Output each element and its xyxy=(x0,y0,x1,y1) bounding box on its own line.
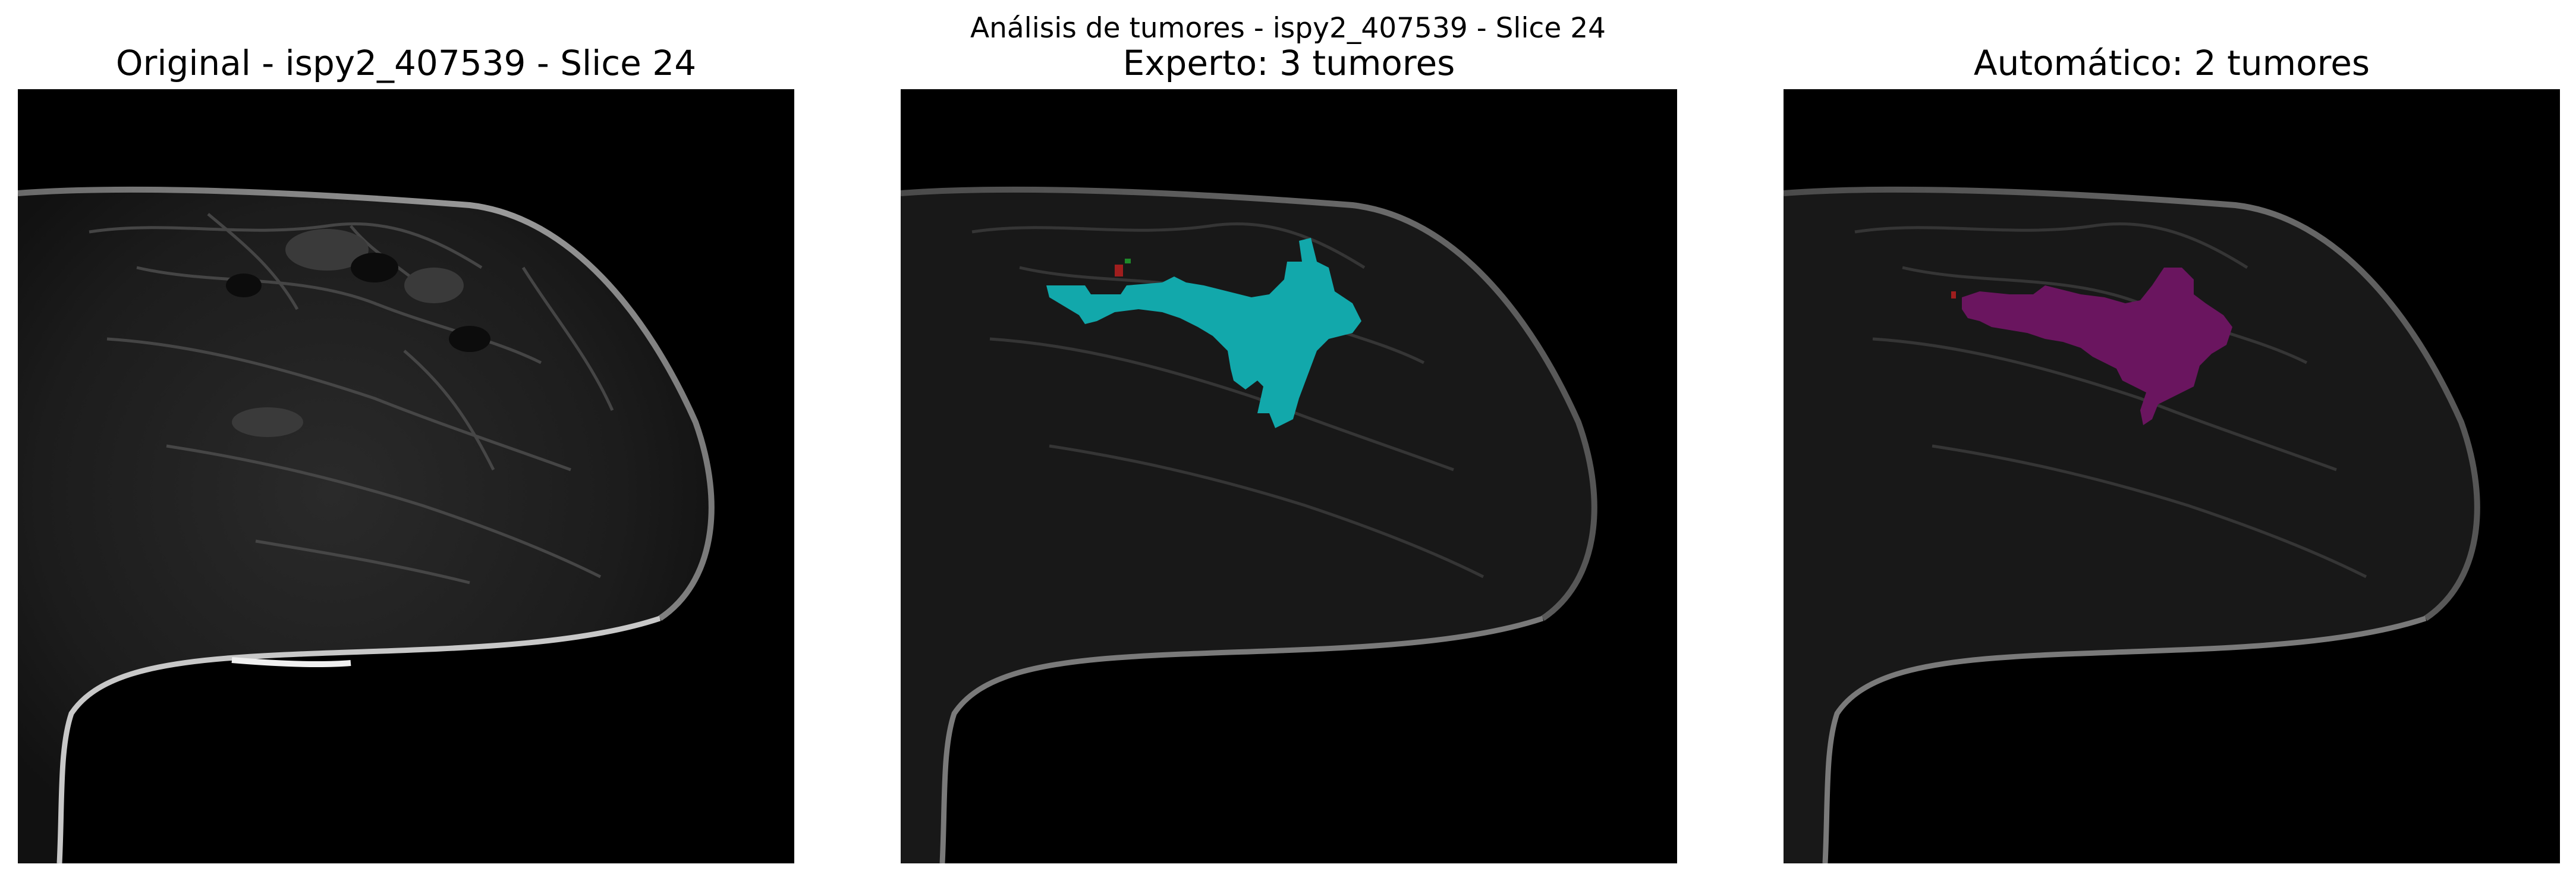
mri-slice-image xyxy=(901,186,1597,863)
mri-slice-image xyxy=(18,186,715,863)
panel-title-automatic: Automático: 2 tumores xyxy=(1973,43,2370,83)
mri-panel-expert xyxy=(901,89,1677,863)
mri-panel-original xyxy=(18,89,794,863)
mri-slice-image xyxy=(1784,186,2480,863)
panel-title-original: Original - ispy2_407539 - Slice 24 xyxy=(115,43,697,83)
mri-panel-automatic xyxy=(1784,89,2560,863)
tumor-mask-small-1 xyxy=(1951,291,1956,298)
figure-suptitle: Análisis de tumores - ispy2_407539 - Sli… xyxy=(970,12,1606,45)
tumor-mask-main xyxy=(1962,268,2232,425)
tumor-mask-small-1 xyxy=(1115,265,1123,276)
tumor-mask-small-2 xyxy=(1125,259,1131,263)
tumor-mask-main xyxy=(1046,238,1361,428)
panel-title-expert: Experto: 3 tumores xyxy=(1122,43,1455,83)
